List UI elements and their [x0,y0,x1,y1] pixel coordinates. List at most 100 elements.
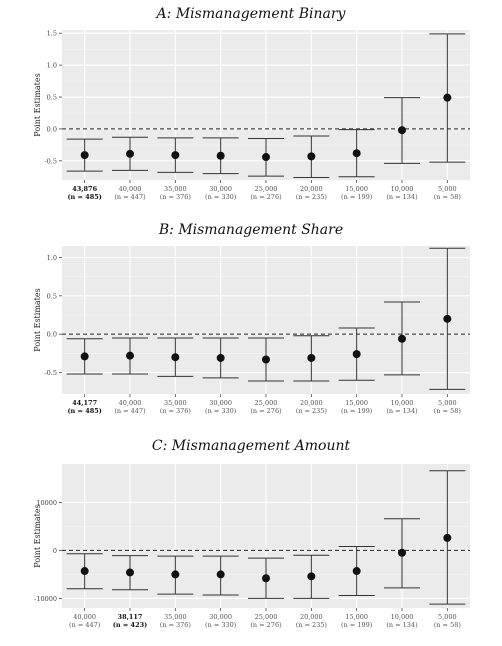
x-tick-label: 15,000 [345,613,368,621]
y-tick-label: 1.0 [47,254,57,262]
point-estimate [398,126,406,135]
y-tick-label: -0.5 [44,157,57,165]
x-tick-n-label: (n = 134) [386,621,418,629]
x-tick-label: 5,000 [438,185,457,193]
x-tick-label: 10,000 [391,613,414,621]
y-axis-label: Point Estimates [33,288,42,351]
point-estimate [262,355,270,364]
x-tick-label: 20,000 [300,399,323,407]
x-tick-label: 35,000 [164,185,187,193]
chart-title: B: Mismanagement Share [158,222,344,238]
point-estimate [307,353,316,362]
x-tick-n-label: (n = 276) [250,407,282,415]
point-estimate [126,568,134,577]
chart-title: A: Mismanagement Binary [156,6,346,22]
x-tick-n-label: (n = 423) [113,621,147,629]
y-tick-label: 0.0 [47,125,57,133]
point-estimate [443,533,452,542]
y-tick-label: 0.5 [47,94,57,102]
x-tick-label: 44,177 [72,399,97,407]
point-estimate [80,567,89,576]
x-tick-label: 25,000 [255,185,278,193]
point-estimate [80,151,89,160]
point-estimate [216,151,225,160]
point-estimate [216,570,225,579]
x-tick-n-label: (n = 376) [160,193,192,201]
x-tick-label: 30,000 [209,185,232,193]
x-tick-n-label: (n = 485) [67,193,101,201]
x-tick-n-label: (n = 330) [205,621,237,629]
x-tick-label: 25,000 [255,613,278,621]
x-tick-label: 38,117 [118,613,143,621]
x-tick-n-label: (n = 58) [434,193,462,201]
point-estimate [171,570,180,579]
x-tick-n-label: (n = 58) [434,407,462,415]
x-tick-n-label: (n = 485) [67,407,101,415]
x-tick-n-label: (n = 199) [341,193,373,201]
y-axis-label: Point Estimates [33,73,42,136]
x-tick-label: 15,000 [345,185,368,193]
x-tick-label: 35,000 [164,613,187,621]
y-tick-label: -10000 [34,595,57,603]
point-estimate [352,567,361,576]
y-tick-label: 0.0 [47,331,57,339]
x-tick-label: 40,000 [119,399,142,407]
x-tick-label: 35,000 [164,399,187,407]
y-axis-label: Point Estimates [33,504,42,567]
x-tick-n-label: (n = 330) [205,407,237,415]
x-tick-label: 10,000 [391,185,414,193]
y-tick-label: 0.5 [47,292,57,300]
point-estimate [307,152,316,161]
x-tick-n-label: (n = 330) [205,193,237,201]
x-tick-n-label: (n = 447) [114,193,146,201]
x-tick-n-label: (n = 447) [69,621,101,629]
x-tick-n-label: (n = 235) [296,621,328,629]
point-estimate [398,548,406,557]
chart-title: C: Mismanagement Amount [151,438,351,454]
x-tick-label: 20,000 [300,185,323,193]
point-estimate [216,353,225,362]
y-tick-label: 10000 [36,499,57,507]
x-tick-n-label: (n = 276) [250,621,282,629]
x-tick-label: 25,000 [255,399,278,407]
y-tick-label: 1.0 [47,62,57,70]
x-tick-label: 30,000 [209,613,232,621]
panel-a: A: Mismanagement Binary -0.5 0.0 0.5 1.0 1.5… [0,0,502,212]
point-estimate [307,572,316,581]
point-estimate [80,352,89,361]
point-estimate [262,574,270,583]
x-tick-n-label: (n = 58) [434,621,462,629]
y-tick-label: 0 [53,547,57,555]
point-estimate [352,350,361,359]
x-tick-n-label: (n = 376) [160,407,192,415]
point-estimate [126,351,134,360]
point-estimate [171,151,180,160]
point-estimate [398,334,406,343]
x-tick-label: 40,000 [73,613,96,621]
x-tick-n-label: (n = 134) [386,407,418,415]
x-tick-label: 15,000 [345,399,368,407]
x-tick-label: 10,000 [391,399,414,407]
x-tick-label: 30,000 [209,399,232,407]
panel-b: B: Mismanagement Share -0.5 0.0 0.5 1.0 Poin… [0,218,502,430]
point-estimate [262,153,270,162]
x-tick-n-label: (n = 447) [114,407,146,415]
point-estimate [443,314,452,323]
x-tick-n-label: (n = 134) [386,193,418,201]
x-tick-label: 40,000 [119,185,142,193]
panel-c: C: Mismanagement Amount -10000 0 10000 Poin… [0,434,502,646]
x-tick-n-label: (n = 235) [296,407,328,415]
point-estimate [443,93,452,102]
x-tick-n-label: (n = 199) [341,407,373,415]
point-estimate [352,149,361,158]
x-tick-label: 43,876 [72,185,97,193]
point-estimate [171,353,180,362]
x-tick-n-label: (n = 276) [250,193,282,201]
x-tick-label: 5,000 [438,613,457,621]
y-tick-label: -0.5 [44,369,57,377]
x-tick-n-label: (n = 376) [160,621,192,629]
y-tick-label: 1.5 [47,30,57,38]
